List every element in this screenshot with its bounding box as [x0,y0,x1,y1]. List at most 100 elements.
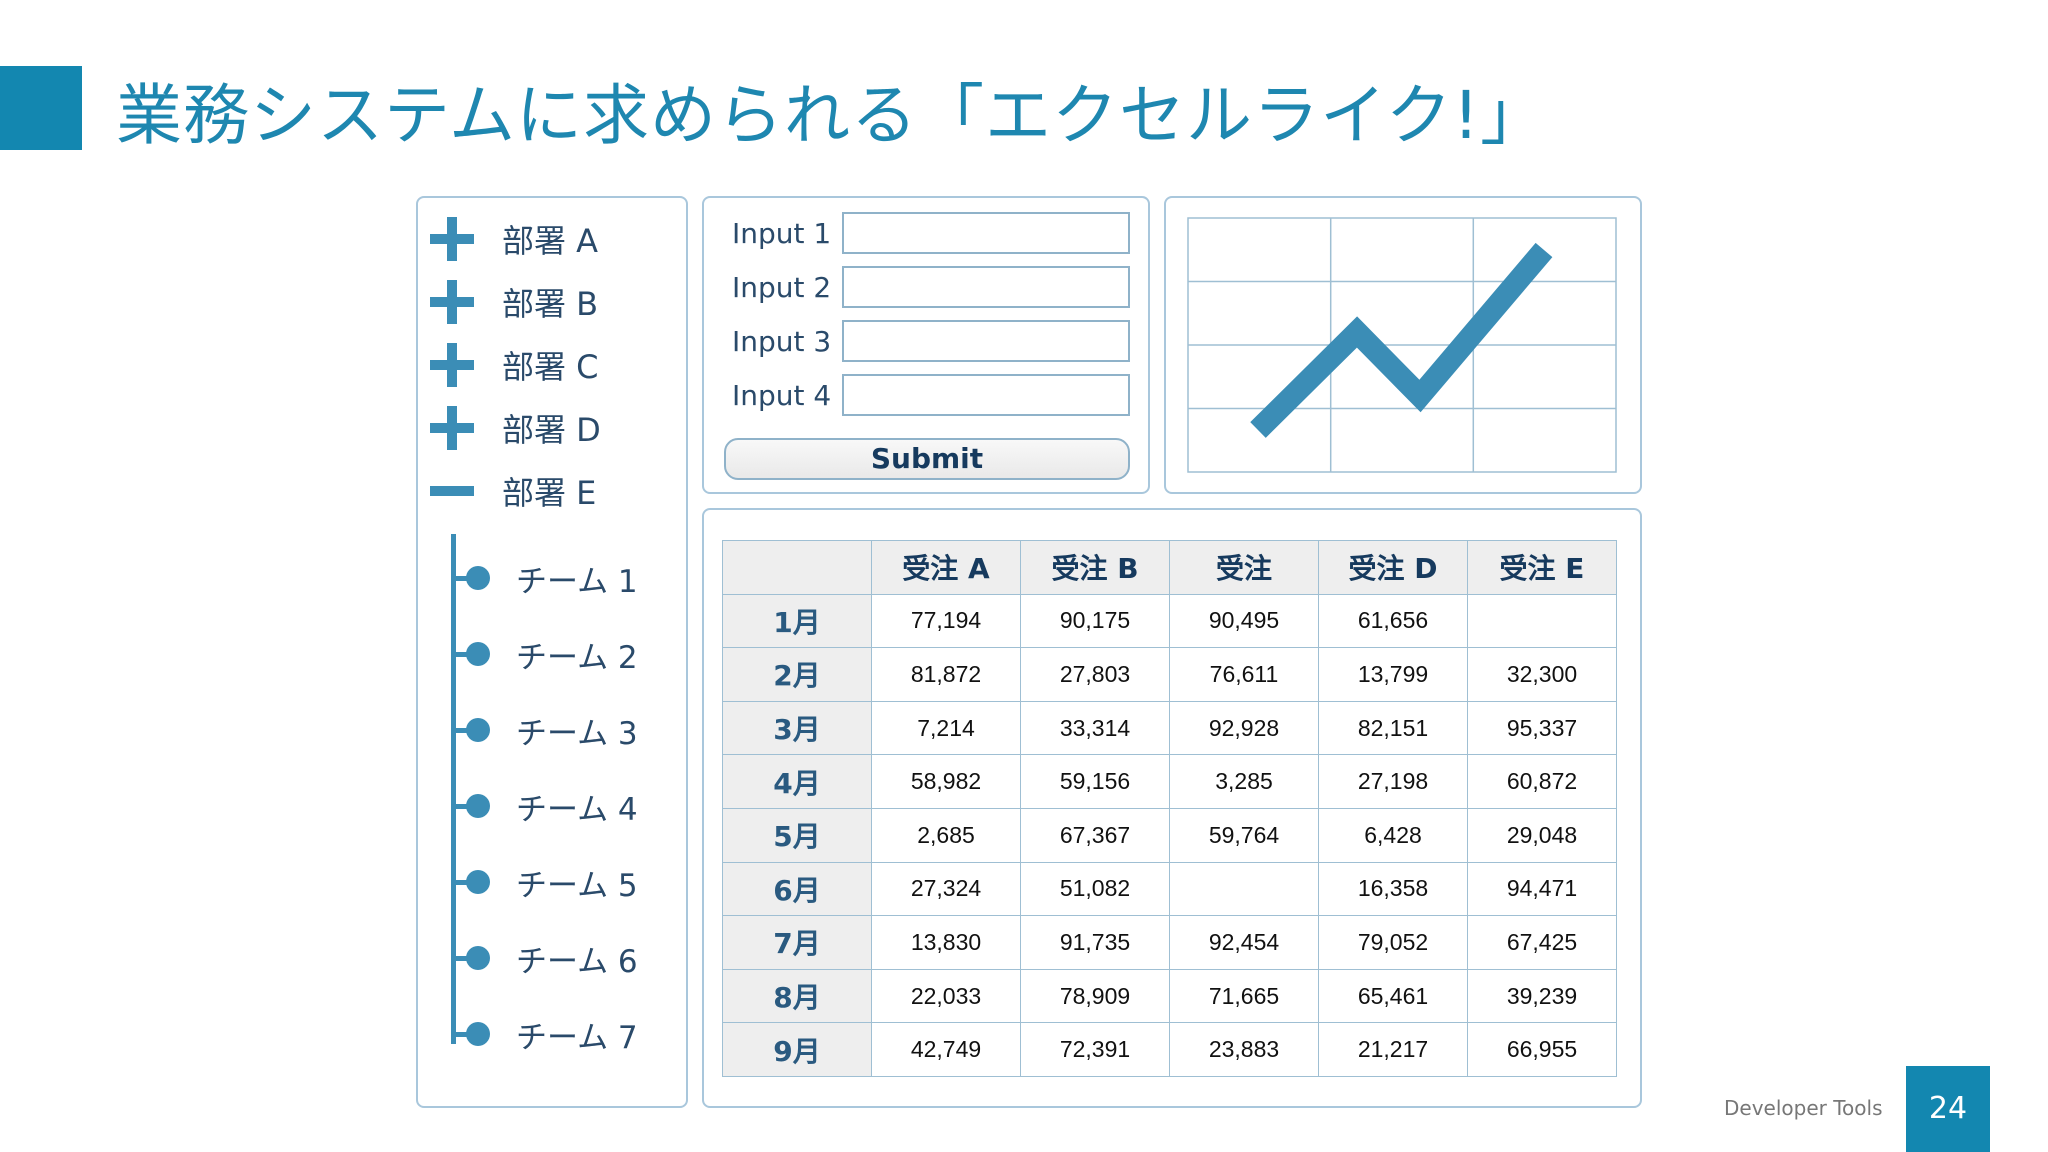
footer-label: Developer Tools [1724,1096,1883,1120]
table-cell[interactable]: 23,883 [1169,1022,1319,1077]
trend-chart-icon [1187,217,1617,473]
column-header-c[interactable]: 受注 [1169,540,1319,595]
input-3-field[interactable] [842,320,1130,362]
node-dot-icon [466,870,490,894]
column-header-d[interactable]: 受注 D [1318,540,1468,595]
expand-plus-icon[interactable] [430,280,474,324]
tree-item-team-7[interactable]: チーム 7 [454,1014,674,1056]
table-cell[interactable]: 7,214 [871,700,1021,756]
tree-item-team-4[interactable]: チーム 4 [454,786,674,828]
table-cell[interactable]: 92,454 [1169,915,1319,970]
table-cell[interactable]: 66,955 [1467,1022,1617,1077]
table-row: 9月 42,749 72,391 23,883 21,217 66,955 [722,1022,1617,1077]
row-header-cell[interactable]: 9月 [722,1022,872,1077]
form-row-1: Input 1 [732,212,1130,254]
tree-item-dept-e[interactable]: 部署 E [430,466,680,516]
row-header-cell[interactable]: 8月 [722,968,872,1024]
tree-connector-line [451,534,456,1044]
table-cell[interactable]: 59,156 [1020,754,1170,809]
table-cell[interactable]: 78,909 [1020,968,1170,1024]
table-cell[interactable]: 58,982 [871,754,1021,809]
tree-item-dept-b[interactable]: 部署 B [430,277,680,327]
table-cell[interactable]: 59,764 [1169,807,1319,863]
column-header-a[interactable]: 受注 A [871,540,1021,595]
tree-branch [454,727,468,733]
table-cell[interactable]: 67,425 [1467,915,1617,970]
tree-item-dept-a[interactable]: 部署 A [430,214,680,264]
table-cell[interactable]: 81,872 [871,647,1021,702]
tree-item-dept-d[interactable]: 部署 D [430,403,680,453]
table-cell[interactable]: 6,428 [1318,807,1468,863]
table-cell[interactable]: 77,194 [871,593,1021,649]
tree-item-team-3[interactable]: チーム 3 [454,710,674,752]
input-1-label: Input 1 [732,216,832,250]
expand-plus-icon[interactable] [430,217,474,261]
table-cell[interactable]: 91,735 [1020,915,1170,970]
tree-item-dept-c[interactable]: 部署 C [430,340,680,390]
table-cell[interactable]: 3,285 [1169,754,1319,809]
form-row-3: Input 3 [732,320,1130,362]
expand-plus-icon[interactable] [430,343,474,387]
table-cell[interactable]: 51,082 [1020,861,1170,917]
table-cell[interactable]: 90,175 [1020,593,1170,649]
table-cell[interactable]: 61,656 [1318,593,1468,649]
row-header-cell[interactable]: 7月 [722,915,872,970]
row-header-cell[interactable]: 6月 [722,861,872,917]
table-cell[interactable]: 13,799 [1318,647,1468,702]
table-cell[interactable]: 65,461 [1318,968,1468,1024]
table-cell[interactable] [1467,593,1617,649]
page-number: 24 [1928,1091,1968,1126]
form-row-4: Input 4 [732,374,1130,416]
table-cell[interactable]: 22,033 [871,968,1021,1024]
row-header-cell[interactable]: 4月 [722,754,872,809]
table-cell[interactable]: 2,685 [871,807,1021,863]
expand-plus-icon[interactable] [430,406,474,450]
tree-branch [454,651,468,657]
row-header-cell[interactable]: 3月 [722,700,872,756]
table-cell[interactable]: 72,391 [1020,1022,1170,1077]
submit-button[interactable]: Submit [724,438,1130,480]
row-header-cell[interactable]: 1月 [722,593,872,649]
table-cell[interactable]: 76,611 [1169,647,1319,702]
table-cell[interactable]: 13,830 [871,915,1021,970]
table-cell[interactable]: 33,314 [1020,700,1170,756]
input-form-panel: Input 1 Input 2 Input 3 Input 4 Submit [702,196,1150,494]
tree-item-team-1[interactable]: チーム 1 [454,558,674,600]
row-header-cell[interactable]: 2月 [722,647,872,702]
table-cell[interactable]: 90,495 [1169,593,1319,649]
table-cell[interactable]: 95,337 [1467,700,1617,756]
tree-branch [454,1031,468,1037]
input-2-field[interactable] [842,266,1130,308]
table-cell[interactable]: 82,151 [1318,700,1468,756]
team-label: チーム 6 [516,943,638,980]
table-cell[interactable]: 94,471 [1467,861,1617,917]
collapse-minus-icon[interactable] [430,469,474,513]
tree-item-team-6[interactable]: チーム 6 [454,938,674,980]
column-header-b[interactable]: 受注 B [1020,540,1170,595]
table-cell[interactable]: 32,300 [1467,647,1617,702]
table-cell[interactable]: 67,367 [1020,807,1170,863]
table-cell[interactable]: 27,803 [1020,647,1170,702]
table-cell[interactable]: 71,665 [1169,968,1319,1024]
table-cell[interactable]: 39,239 [1467,968,1617,1024]
column-header-e[interactable]: 受注 E [1467,540,1617,595]
page-number-badge: 24 [1906,1066,1990,1152]
page-title: 業務システムに求められる「エクセルライク!」 [116,77,1548,154]
table-cell[interactable]: 60,872 [1467,754,1617,809]
table-cell[interactable]: 27,324 [871,861,1021,917]
table-cell[interactable]: 29,048 [1467,807,1617,863]
input-4-field[interactable] [842,374,1130,416]
table-cell[interactable]: 27,198 [1318,754,1468,809]
table-cell[interactable]: 92,928 [1169,700,1319,756]
table-cell[interactable] [1169,861,1319,917]
table-cell[interactable]: 16,358 [1318,861,1468,917]
table-cell[interactable]: 21,217 [1318,1022,1468,1077]
row-header-cell[interactable]: 5月 [722,807,872,863]
corner-header-cell[interactable] [722,540,872,595]
input-1-field[interactable] [842,212,1130,254]
tree-item-team-2[interactable]: チーム 2 [454,634,674,676]
table-row: 8月 22,033 78,909 71,665 65,461 39,239 [722,968,1617,1024]
tree-item-team-5[interactable]: チーム 5 [454,862,674,904]
table-cell[interactable]: 42,749 [871,1022,1021,1077]
table-cell[interactable]: 79,052 [1318,915,1468,970]
